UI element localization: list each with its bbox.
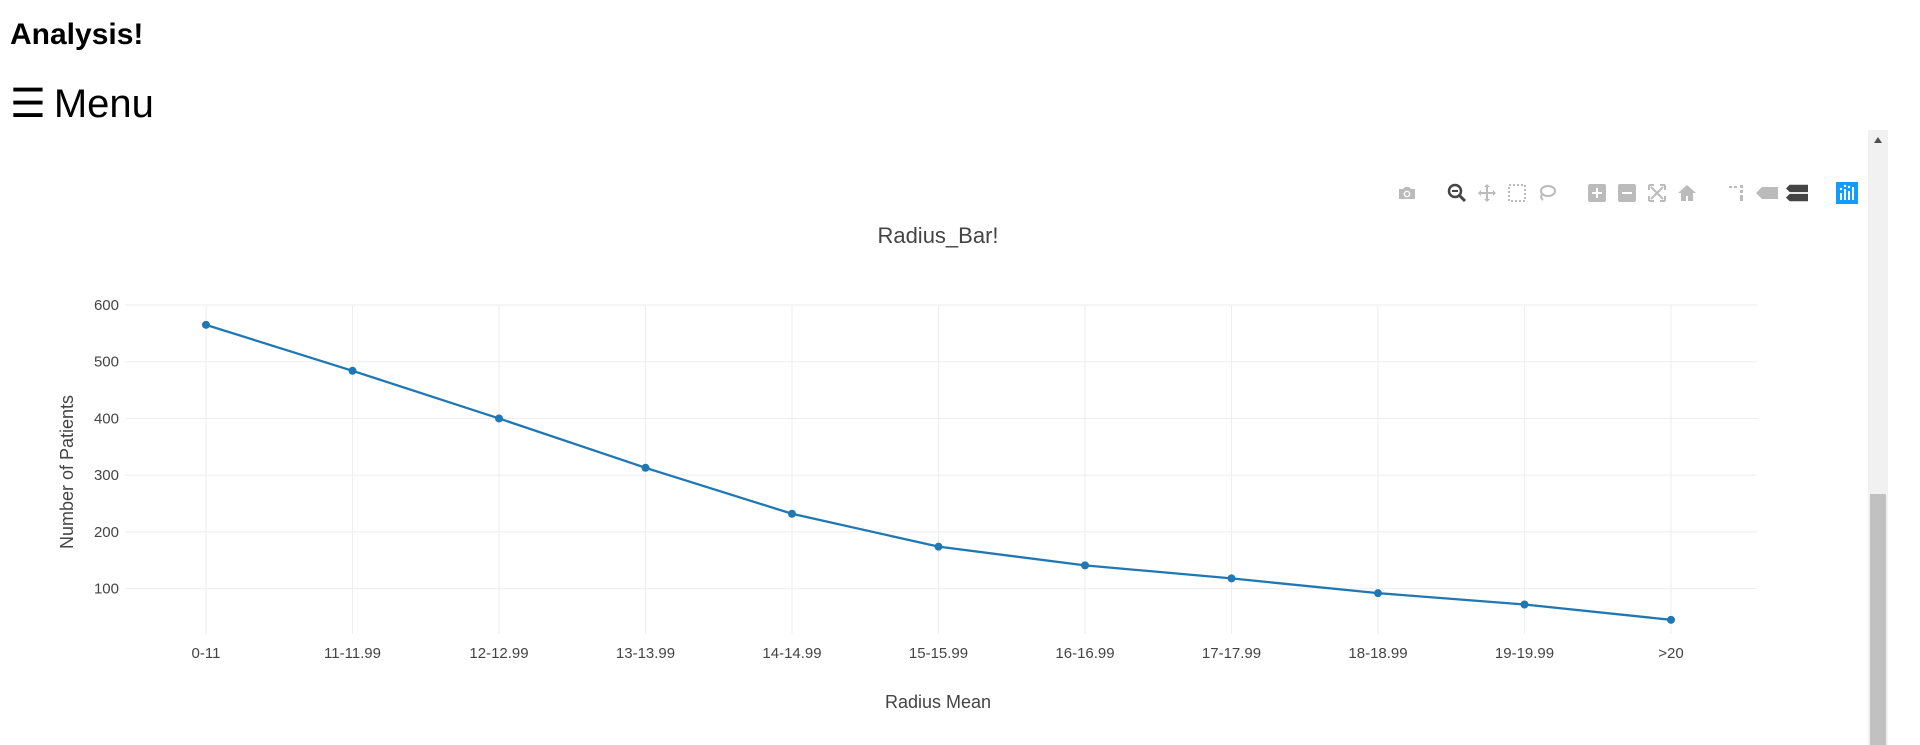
autoscale-icon[interactable]	[1646, 182, 1668, 204]
y-tick-label: 100	[94, 581, 119, 598]
zoom-icon[interactable]	[1446, 182, 1468, 204]
page-title: Analysis!	[10, 18, 144, 51]
box-select-icon[interactable]	[1506, 182, 1528, 204]
x-tick-label: 0-11	[192, 645, 221, 662]
chart-modebar	[1396, 182, 1858, 204]
y-axis-label: Number of Patients	[57, 395, 77, 549]
data-point[interactable]	[348, 366, 357, 375]
data-point[interactable]	[788, 509, 796, 518]
menu-label: Menu	[53, 82, 154, 126]
x-tick-label: 19-19.99	[1495, 645, 1554, 662]
y-tick-label: 600	[94, 297, 119, 314]
pan-icon[interactable]	[1476, 182, 1498, 204]
data-point[interactable]	[1374, 589, 1382, 598]
camera-icon[interactable]	[1396, 182, 1418, 204]
chart-title: Radius_Bar!	[877, 223, 998, 248]
data-point[interactable]	[1081, 561, 1089, 570]
y-tick-label: 300	[94, 467, 119, 484]
hover-compare-icon[interactable]	[1786, 182, 1808, 204]
x-gridlines	[205, 305, 1672, 634]
data-point[interactable]	[1667, 615, 1675, 624]
y-tick-labels: 100 200 300 400 500 600	[94, 297, 119, 598]
x-tick-label: 11-11.99	[324, 645, 381, 662]
data-point[interactable]	[641, 463, 650, 472]
zoom-out-icon[interactable]	[1616, 182, 1638, 204]
plotly-logo-icon[interactable]	[1836, 182, 1858, 204]
scroll-thumb[interactable]	[1870, 494, 1886, 745]
menu-button[interactable]: ☰ Menu	[10, 84, 154, 124]
x-tick-label: 16-16.99	[1055, 645, 1114, 662]
x-axis-label: Radius Mean	[885, 692, 991, 712]
data-point[interactable]	[1520, 600, 1529, 609]
data-point[interactable]	[934, 542, 943, 551]
hamburger-icon: ☰	[10, 82, 46, 126]
y-tick-label: 200	[94, 524, 119, 541]
x-tick-label: 13-13.99	[616, 645, 675, 662]
x-tick-label: 18-18.99	[1348, 645, 1407, 662]
scroll-up-arrow-icon[interactable]	[1868, 130, 1888, 150]
y-tick-label: 500	[94, 354, 119, 371]
data-point[interactable]	[202, 320, 210, 329]
lasso-select-icon[interactable]	[1536, 182, 1558, 204]
vertical-scrollbar[interactable]	[1868, 130, 1888, 745]
y-gridlines	[125, 304, 1757, 590]
data-point[interactable]	[1227, 574, 1236, 583]
zoom-in-icon[interactable]	[1586, 182, 1608, 204]
x-tick-label: 12-12.99	[469, 645, 528, 662]
x-tick-label: 15-15.99	[909, 645, 968, 662]
y-tick-label: 400	[94, 410, 119, 427]
reset-axes-icon[interactable]	[1676, 182, 1698, 204]
x-tick-labels: 0-11 11-11.99 12-12.99 13-13.99 14-14.99 15-1…	[192, 645, 1684, 662]
spike-lines-icon[interactable]	[1726, 182, 1748, 204]
x-tick-label: 14-14.99	[762, 645, 821, 662]
x-tick-label: >20	[1658, 645, 1683, 662]
series-markers	[202, 320, 1675, 624]
hover-closest-icon[interactable]	[1756, 182, 1778, 204]
line-chart[interactable]: 100 200 300 400 500 600 0-11 11-11.99 12-12.99 1…	[0, 128, 1868, 745]
data-point[interactable]	[495, 414, 503, 423]
x-tick-label: 17-17.99	[1202, 645, 1261, 662]
